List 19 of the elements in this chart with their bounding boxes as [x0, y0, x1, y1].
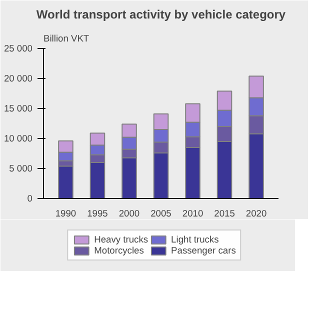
x-tick-label: 2010	[182, 208, 204, 218]
legend-label: Motorcycles	[94, 246, 144, 256]
legend-label: Light trucks	[171, 234, 219, 244]
y-tick-label: 25 000	[4, 44, 32, 54]
x-tick-label: 2015	[214, 208, 235, 218]
legend-label: Passenger cars	[171, 246, 236, 256]
y-tick-label: 20 000	[4, 74, 32, 84]
x-tick-label: 2020	[246, 208, 267, 218]
chart-title: World transport activity by vehicle category	[36, 8, 286, 22]
y-tick-label: 10 000	[4, 134, 32, 144]
y-axis-title: Billion VKT	[44, 34, 90, 44]
x-tick-label: 2005	[150, 208, 172, 218]
x-tick-label: 1990	[55, 208, 76, 218]
x-tick-label: 2000	[118, 208, 140, 218]
y-tick-label: 15 000	[4, 104, 32, 114]
x-tick-label: 1995	[87, 208, 108, 218]
y-tick-label: 0	[27, 194, 33, 204]
y-tick-label: 5 000	[9, 164, 32, 174]
legend-label: Heavy trucks	[94, 234, 148, 244]
